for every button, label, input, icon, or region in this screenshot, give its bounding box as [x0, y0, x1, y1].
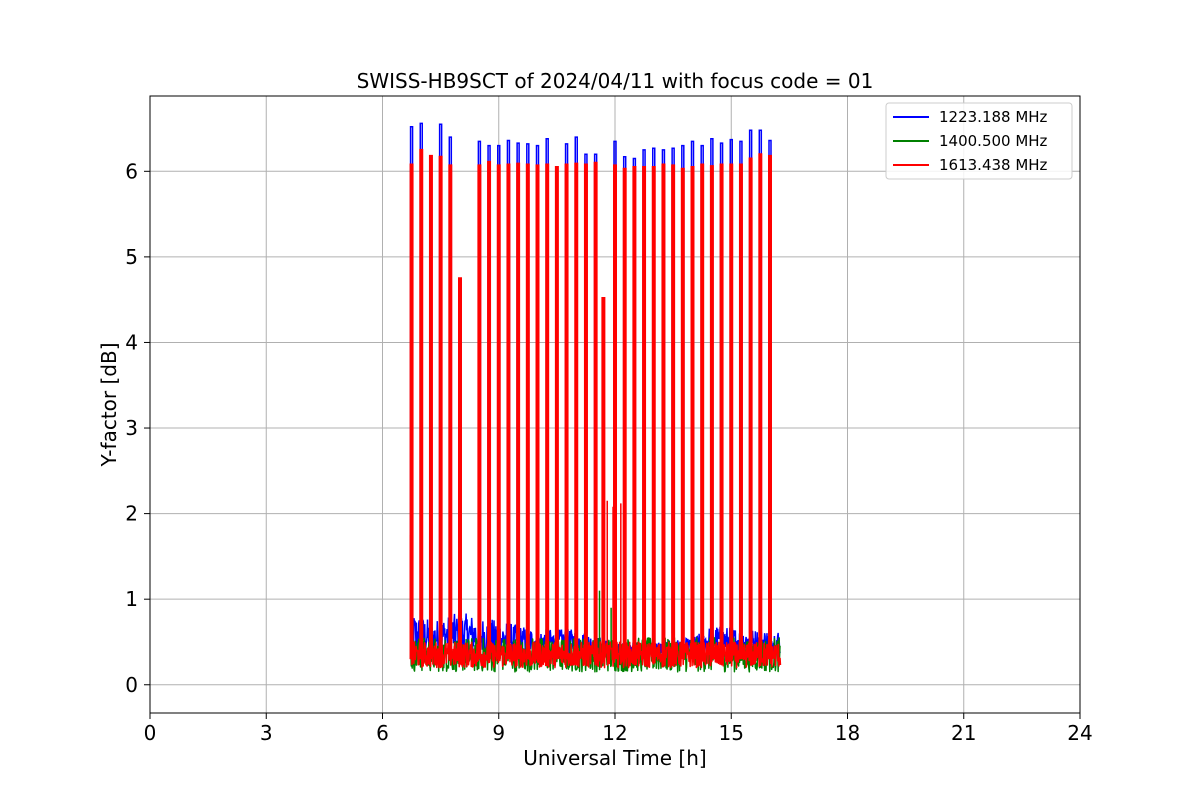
- series-peak-1613: [419, 148, 424, 660]
- y-tick-label: 5: [125, 245, 138, 269]
- y-tick-label: 6: [125, 159, 138, 183]
- plot-area: [409, 122, 782, 673]
- series-peak-1613: [642, 166, 647, 660]
- x-tick-label: 9: [492, 721, 505, 745]
- series-peak-1613: [428, 154, 433, 660]
- series-peak-1613: [651, 166, 656, 660]
- x-tick-label: 18: [835, 721, 860, 745]
- series-peak-1613: [661, 163, 666, 660]
- series-peak-1613: [748, 157, 753, 660]
- x-tick-label: 3: [260, 721, 273, 745]
- x-tick-label: 21: [951, 721, 976, 745]
- legend-entries: 1223.188 MHz 1400.500 MHz 1613.438 MHz: [893, 108, 1048, 174]
- series-peak-1613: [525, 163, 530, 660]
- legend: 1223.188 MHz 1400.500 MHz 1613.438 MHz: [885, 102, 1073, 180]
- x-tick-label: 15: [719, 721, 744, 745]
- series-peak-1613: [438, 155, 443, 660]
- series-peak-1613: [535, 164, 540, 660]
- x-tick-label: 6: [376, 721, 389, 745]
- series-peak-1613: [545, 163, 550, 660]
- series-peak-1613: [738, 163, 743, 660]
- legend-label: 1613.438 MHz: [939, 156, 1048, 174]
- series-peak-1613: [709, 165, 714, 660]
- y-tick-label: 1: [125, 587, 138, 611]
- series-peak-1613: [632, 166, 637, 660]
- x-axis-label: Universal Time [h]: [523, 746, 706, 770]
- series-peak-1613: [768, 154, 772, 660]
- series-peak-1613: [448, 164, 453, 660]
- y-axis-label: Y-factor [dB]: [97, 342, 121, 467]
- series-peak-1613: [477, 164, 482, 660]
- series-peak-1613: [487, 160, 492, 660]
- series-peak-1613: [680, 167, 685, 660]
- series-peak-1613: [758, 153, 763, 660]
- y-tick-label: 2: [125, 502, 138, 526]
- y-tick-label: 4: [125, 330, 138, 354]
- series-peak-1613: [506, 163, 511, 660]
- x-tick-label: 0: [144, 721, 157, 745]
- series-peak-1613: [516, 162, 521, 660]
- series-peak-1613: [690, 166, 695, 660]
- x-tick-label: 24: [1067, 721, 1092, 745]
- series-peak-1613: [593, 161, 598, 660]
- legend-box: [885, 102, 1073, 180]
- series-peak-1613: [554, 166, 559, 660]
- series-peak-1613: [583, 163, 588, 660]
- series-peak-1613: [574, 162, 579, 660]
- chart-title: SWISS-HB9SCT of 2024/04/11 with focus co…: [357, 69, 874, 93]
- series-peak-1613: [458, 277, 462, 660]
- series-peak-1613: [700, 163, 705, 660]
- legend-label: 1223.188 MHz: [939, 108, 1048, 126]
- series-peak-1613: [564, 163, 569, 660]
- series-peak-1613: [601, 296, 606, 660]
- series-peak-1613: [729, 163, 734, 660]
- series-peak-1613: [671, 164, 676, 660]
- y-tick-label: 3: [125, 416, 138, 440]
- x-tick-label: 12: [602, 721, 627, 745]
- series-peak-1613: [622, 167, 627, 660]
- series-peak-1613: [719, 163, 724, 660]
- series-peak-1613: [496, 164, 501, 660]
- y-tick-label: 0: [125, 673, 138, 697]
- series-peak-1613: [409, 163, 414, 660]
- series-peak-1613: [613, 164, 617, 660]
- legend-label: 1400.500 MHz: [939, 132, 1048, 150]
